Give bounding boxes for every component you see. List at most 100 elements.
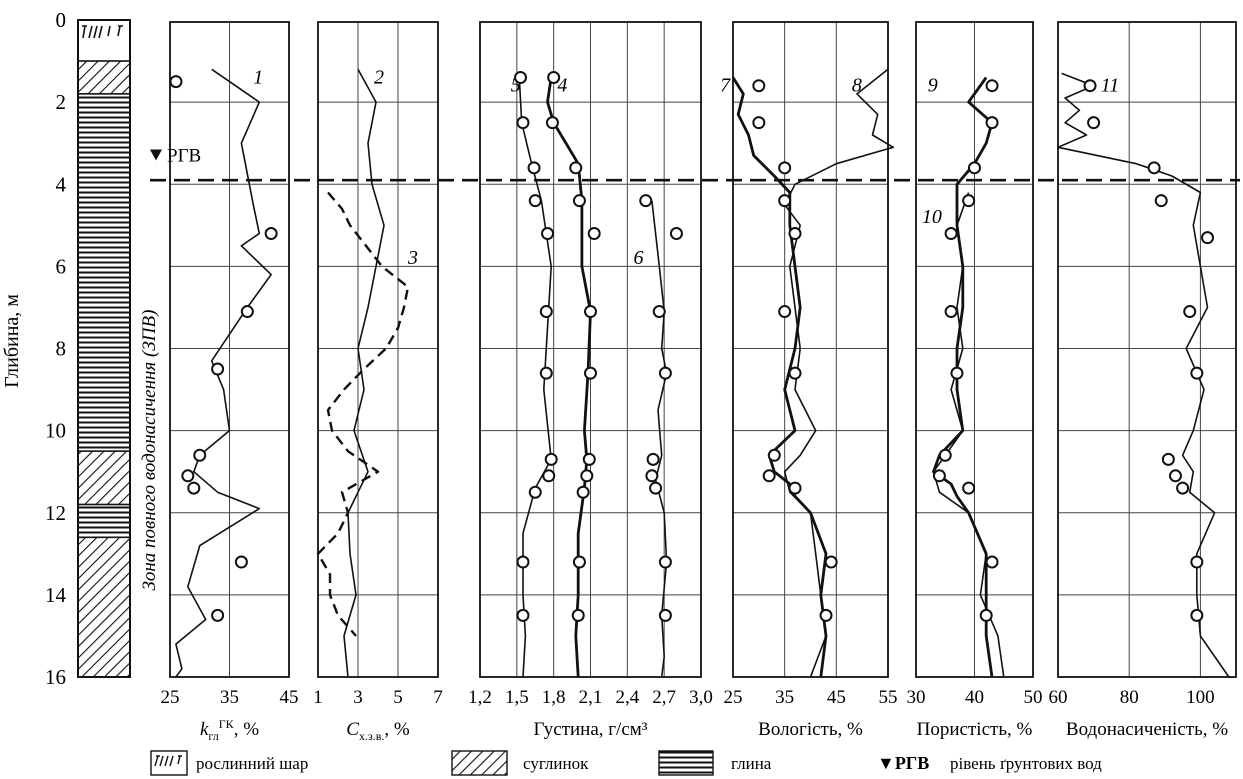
y-tick-label: 4 — [56, 172, 67, 196]
data-point — [788, 481, 802, 495]
data-point — [527, 161, 541, 175]
panel-2: 1 3 5 7 Cх.з.в., % 2 3 — [313, 21, 443, 743]
y-tick-label: 12 — [45, 501, 66, 525]
series-label-7: 7 — [720, 75, 731, 97]
x-tick-label: 25 — [724, 687, 743, 708]
data-point — [545, 116, 559, 130]
x-tick-label: 50 — [1024, 687, 1043, 708]
data-point — [572, 194, 586, 208]
data-point — [1087, 116, 1101, 130]
series-label-6: 6 — [633, 247, 643, 269]
data-point — [542, 469, 556, 483]
x-tick-label: 100 — [1186, 687, 1215, 708]
x-axis-label-main: k — [200, 719, 209, 740]
water-table-triangle — [150, 149, 162, 161]
x-axis-label-main: Густина, г/см³ — [534, 719, 648, 740]
y-tick-label: 10 — [45, 419, 66, 443]
panel-frame — [169, 21, 290, 678]
series-label-10: 10 — [922, 206, 942, 228]
data-point — [516, 608, 530, 622]
y-tick-label: 0 — [56, 8, 67, 32]
data-point — [193, 448, 207, 462]
lithology-soil-glyph — [82, 25, 123, 39]
lithology-layer-loam — [77, 60, 131, 95]
data-point — [985, 79, 999, 93]
x-tick-label: 45 — [827, 687, 846, 708]
data-point — [962, 481, 976, 495]
x-tick-label: 55 — [879, 687, 898, 708]
series-line-9 — [932, 76, 994, 678]
data-point — [514, 70, 528, 84]
data-point — [944, 305, 958, 319]
x-tick-label: 1,5 — [505, 687, 529, 708]
series-line-7 — [731, 76, 828, 678]
data-point — [1176, 481, 1190, 495]
data-point — [1190, 555, 1204, 569]
data-point — [569, 161, 583, 175]
data-point — [1168, 469, 1182, 483]
data-point — [824, 555, 838, 569]
data-point — [819, 608, 833, 622]
lithology-layer-clay — [77, 93, 131, 452]
panel-frame — [479, 21, 702, 678]
data-point — [539, 366, 553, 380]
data-point — [1154, 194, 1168, 208]
data-point — [582, 452, 596, 466]
data-point — [571, 608, 585, 622]
data-point — [528, 194, 542, 208]
series-label-11: 11 — [1101, 75, 1120, 97]
data-point — [576, 485, 590, 499]
data-point — [211, 362, 225, 376]
series-line-6 — [651, 200, 668, 678]
data-point — [788, 227, 802, 241]
x-tick-label: 1 — [313, 687, 323, 708]
legend-swatch-clay — [658, 750, 714, 776]
data-point — [639, 194, 653, 208]
series-label-3: 3 — [407, 247, 418, 269]
legend-item-loam: суглинок — [451, 750, 589, 776]
x-axis-label-main: Водонасиченість, % — [1066, 719, 1228, 740]
legend-item-clay: глина — [658, 750, 772, 776]
x-axis-label-sup: ГК — [219, 717, 235, 731]
data-point — [211, 608, 225, 622]
data-point — [1161, 452, 1175, 466]
data-point — [658, 555, 672, 569]
data-point — [985, 555, 999, 569]
x-axis-label: Пористість, % — [917, 719, 1033, 740]
series-label-4: 4 — [557, 75, 567, 97]
data-point — [187, 481, 201, 495]
x-tick-label: 2,1 — [579, 687, 603, 708]
x-axis-label: Густина, г/см³ — [534, 719, 648, 740]
data-point — [169, 75, 183, 89]
data-point — [950, 366, 964, 380]
data-point — [584, 366, 597, 380]
water-table-marker: РГВ — [150, 146, 201, 167]
data-point — [264, 227, 278, 241]
legend-label-soil: рослинний шар — [196, 754, 308, 773]
x-axis-label: Водонасиченість, % — [1066, 719, 1228, 740]
series-line-3 — [316, 191, 410, 637]
data-point — [539, 305, 553, 319]
legend-label-loam: суглинок — [523, 754, 589, 773]
x-tick-label: 5 — [393, 687, 403, 708]
data-point — [962, 194, 976, 208]
panel-4: 25 35 45 55 Вологість, % 7 8 — [720, 21, 898, 740]
series-line-2 — [343, 68, 385, 678]
lithology-frame — [77, 19, 131, 678]
x-tick-label: 1,8 — [542, 687, 566, 708]
x-tick-label: 2,7 — [652, 687, 676, 708]
x-axis-label-main: Вологість, % — [758, 719, 863, 740]
x-tick-label: 7 — [433, 687, 443, 708]
data-point — [752, 116, 766, 130]
panel-frame — [317, 21, 439, 678]
x-tick-label: 3 — [353, 687, 363, 708]
panel-5: 30 40 50 Пористість, % 9 10 — [907, 21, 1043, 740]
data-point — [541, 227, 555, 241]
legend-swatch-soil — [150, 750, 188, 776]
data-point — [649, 481, 663, 495]
data-point — [528, 485, 542, 499]
data-point — [767, 448, 781, 462]
lithology-layer-loam — [77, 536, 131, 678]
data-point — [778, 305, 792, 319]
